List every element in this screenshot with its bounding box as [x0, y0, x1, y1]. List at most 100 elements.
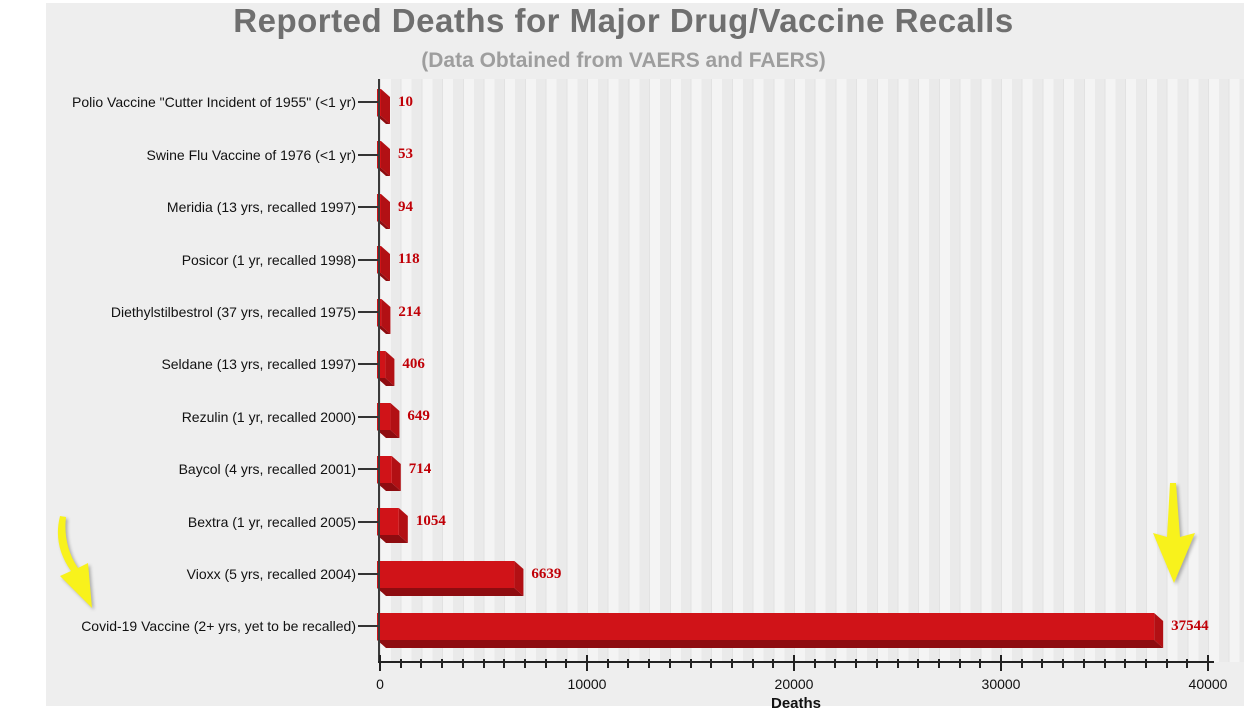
x-axis-minor-tick — [544, 658, 547, 668]
category-label: Baycol (4 yrs, recalled 2001) — [178, 461, 356, 478]
category-tick — [358, 520, 378, 523]
y-axis-line — [378, 79, 380, 662]
x-axis-minor-tick — [627, 658, 630, 668]
bar-front-face — [377, 560, 515, 588]
bar-side-face — [385, 350, 395, 386]
bar — [377, 455, 401, 491]
bar — [377, 403, 400, 439]
bar-value-label: 214 — [398, 303, 421, 320]
bar-side-face — [398, 508, 408, 544]
left-curved-arrow-annotation — [57, 516, 92, 608]
bar-bottom-face — [377, 639, 1164, 648]
x-axis-major-tick — [1000, 655, 1002, 671]
category-tick — [358, 101, 378, 104]
bar-front-face — [377, 403, 391, 431]
category-label: Diethylstilbestrol (37 yrs, recalled 197… — [110, 304, 356, 320]
bar-value-label: 53 — [398, 146, 413, 163]
bar-bottom-face — [377, 535, 408, 544]
bar-side-face — [381, 298, 391, 334]
category-label: Polio Vaccine "Cutter Incident of 1955" … — [72, 94, 356, 111]
x-axis-minor-tick — [958, 658, 961, 668]
bar-bottom-face — [377, 430, 400, 439]
bar-value-label: 1054 — [415, 513, 446, 530]
x-axis-tick-label: 0 — [376, 676, 384, 692]
bar — [377, 508, 408, 544]
x-axis-minor-tick — [1186, 658, 1189, 668]
bar-bottom-face — [377, 482, 401, 491]
x-axis-minor-tick — [1082, 658, 1085, 668]
bar-value-label: 649 — [407, 408, 430, 425]
category-label: Meridia (13 yrs, recalled 1997) — [166, 199, 356, 216]
category-label: Seldane (13 yrs, recalled 1997) — [161, 356, 356, 373]
bar-value-label: 10 — [398, 93, 413, 110]
x-axis-minor-tick — [979, 658, 982, 668]
category-label: Swine Flu Vaccine of 1976 (<1 yr) — [146, 146, 356, 163]
x-axis-minor-tick — [1165, 658, 1168, 668]
x-axis-tick-label: 30000 — [981, 676, 1021, 692]
x-axis-minor-tick — [1062, 658, 1065, 668]
category-tick — [358, 415, 378, 418]
category-tick — [358, 311, 378, 313]
x-axis-minor-tick — [896, 658, 899, 668]
bar-side-face — [1154, 612, 1164, 648]
x-axis-minor-tick — [399, 658, 402, 668]
bar-side-face — [391, 455, 401, 491]
right-down-arrow-annotation — [1153, 483, 1195, 583]
category-tick — [358, 153, 378, 156]
x-axis-minor-tick — [917, 658, 920, 668]
x-axis-minor-tick — [937, 658, 940, 668]
x-axis-minor-tick — [482, 658, 485, 668]
category-tick — [358, 363, 378, 366]
x-axis-minor-tick — [689, 658, 692, 668]
category-tick — [358, 573, 378, 575]
x-axis-major-tick — [1207, 655, 1209, 671]
x-axis-minor-tick — [751, 658, 754, 668]
bar-bottom-face — [377, 220, 390, 229]
category-label: Rezulin (1 yr, recalled 2000) — [181, 408, 356, 425]
bar-side-face — [381, 246, 390, 282]
x-axis-minor-tick — [730, 658, 733, 668]
bar-front-face — [377, 612, 1155, 640]
x-axis-minor-tick — [1020, 658, 1023, 668]
bar-front-face — [377, 455, 392, 483]
x-axis-minor-tick — [772, 658, 775, 668]
bar-value-label: 714 — [408, 460, 432, 477]
category-label: Posicor (1 yr, recalled 1998) — [181, 251, 356, 268]
x-axis-minor-tick — [565, 658, 568, 668]
chart-panel — [46, 3, 1244, 706]
bar-side-face — [381, 141, 390, 177]
x-axis-minor-tick — [710, 658, 713, 668]
category-tick — [358, 625, 378, 628]
bar-bottom-face — [377, 325, 391, 334]
x-axis-minor-tick — [420, 658, 423, 668]
bar-value-label: 406 — [402, 355, 425, 372]
category-tick — [358, 468, 378, 471]
left-curved-arrow-shape — [57, 516, 92, 608]
bar-side-face — [390, 403, 400, 439]
bar-value-label: 37544 — [1171, 617, 1209, 634]
x-axis-minor-tick — [813, 658, 816, 668]
bar-bottom-face — [377, 587, 524, 596]
x-axis-minor-tick — [523, 658, 526, 668]
x-axis-minor-tick — [1041, 658, 1044, 668]
bar-value-label: 118 — [398, 251, 420, 268]
category-tick — [358, 206, 378, 209]
chart-title: Reported Deaths for Major Drug/Vaccine R… — [233, 2, 1014, 39]
x-axis-major-tick — [793, 655, 795, 671]
bar-value-label: 6639 — [531, 565, 562, 582]
category-label: Bextra (1 yr, recalled 2005) — [187, 513, 356, 530]
right-down-arrow-shape — [1153, 483, 1195, 583]
plot-area-gridlines — [380, 79, 1244, 662]
x-axis-minor-tick — [834, 658, 837, 668]
chart-subtitle: (Data Obtained from VAERS and FAERS) — [421, 49, 826, 72]
bar-front-face — [377, 508, 399, 536]
bar-bottom-face — [377, 273, 390, 282]
bar-bottom-face — [377, 168, 390, 177]
bar-side-face — [381, 193, 390, 229]
category-label: Covid-19 Vaccine (2+ yrs, yet to be reca… — [81, 618, 356, 635]
x-axis-minor-tick — [441, 658, 444, 668]
x-axis-major-tick — [379, 655, 381, 671]
x-axis-minor-tick — [875, 658, 878, 668]
x-axis-minor-tick — [1103, 658, 1106, 668]
